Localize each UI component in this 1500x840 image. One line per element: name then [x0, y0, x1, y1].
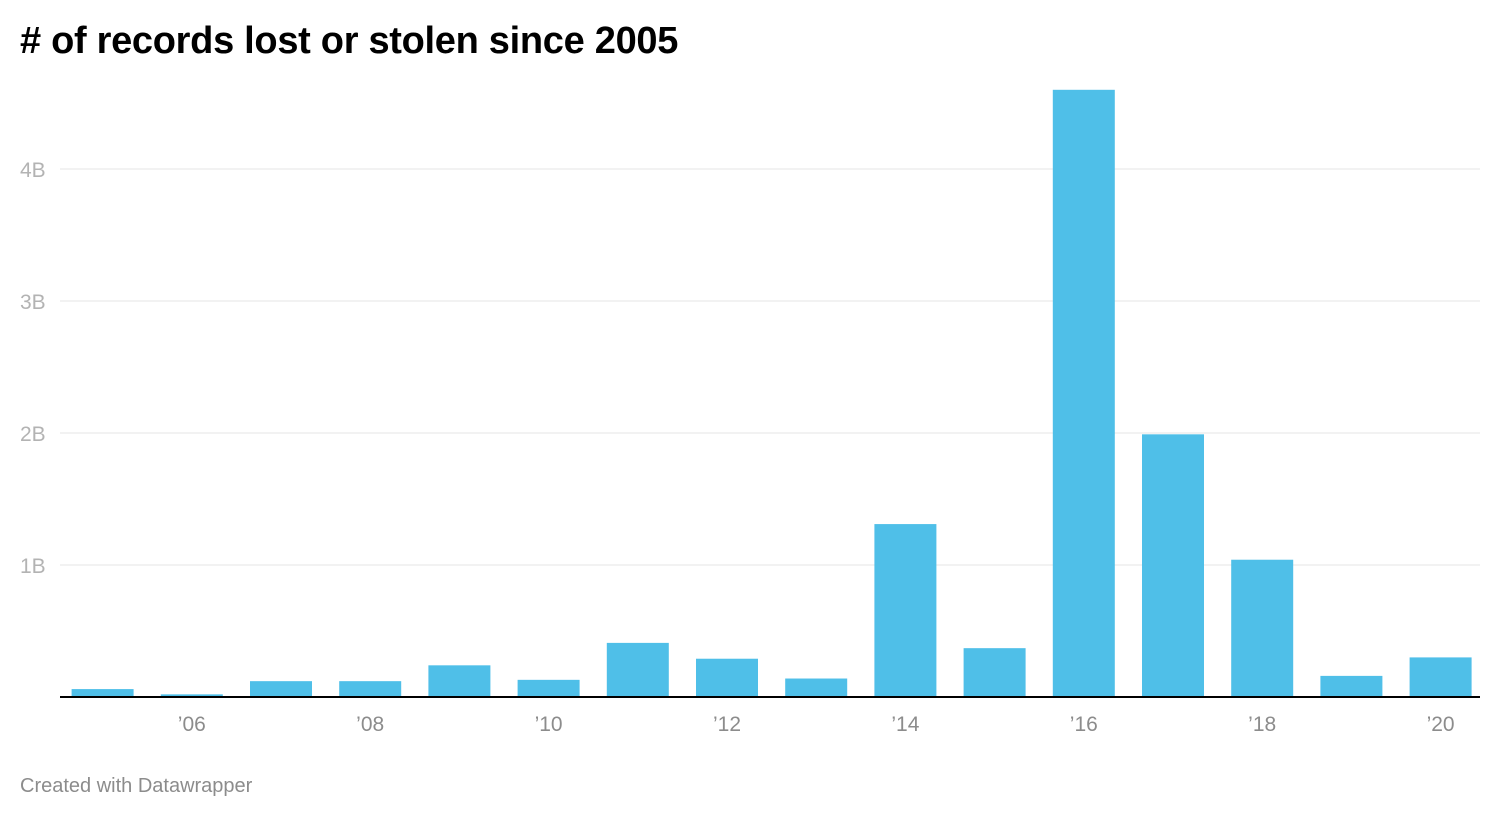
datawrapper-credit: Created with Datawrapper: [20, 775, 253, 797]
x-tick-label: ’14: [891, 713, 919, 736]
x-tick-label: ’12: [713, 713, 741, 736]
y-tick-label: 2B: [20, 423, 46, 446]
bar-2010: [517, 679, 580, 697]
x-tick-label: ’16: [1070, 713, 1098, 736]
bar-2011: [606, 642, 669, 697]
bar-2013: [785, 678, 848, 697]
bar-2018: [1231, 559, 1294, 697]
bar-2008: [339, 681, 402, 697]
x-tick-label: ’10: [535, 713, 563, 736]
bar-2007: [250, 681, 312, 697]
y-tick-label: 4B: [20, 159, 46, 182]
bar-2005: [71, 689, 134, 697]
x-axis-ticks: ’06 ’08 ’10 ’12 ’14 ’16 ’18 ’20: [178, 713, 1455, 736]
bar-2006: [160, 694, 223, 697]
x-tick-label: ’08: [356, 713, 384, 736]
bars: [71, 89, 1472, 698]
x-tick-label: ’20: [1427, 713, 1455, 736]
bar-2016: [1052, 89, 1115, 698]
chart-title: # of records lost or stolen since 2005: [20, 20, 679, 62]
y-tick-label: 3B: [20, 291, 46, 314]
bar-2019: [1320, 675, 1383, 697]
bar-2014: [874, 524, 937, 697]
x-tick-label: ’18: [1248, 713, 1276, 736]
y-axis-ticks: 1B 2B 3B 4B: [20, 159, 46, 578]
bar-2015: [963, 648, 1026, 697]
gridlines: [60, 168, 1480, 566]
bar-2012: [696, 658, 758, 697]
x-tick-label: ’06: [178, 713, 206, 736]
bar-2009: [428, 665, 491, 697]
y-tick-label: 1B: [20, 555, 46, 578]
bar-2017: [1142, 434, 1204, 697]
bar-2020: [1409, 657, 1472, 697]
